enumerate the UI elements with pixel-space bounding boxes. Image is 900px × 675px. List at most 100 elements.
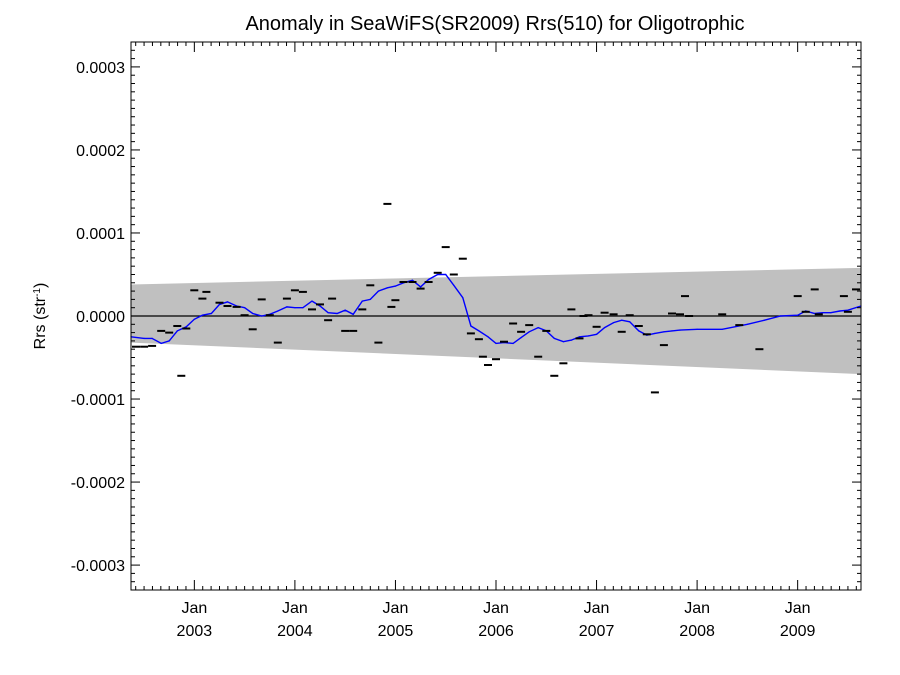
line-point bbox=[160, 342, 162, 344]
line-point bbox=[470, 325, 472, 327]
line-point bbox=[822, 312, 824, 314]
x-tick-month-label: Jan bbox=[181, 600, 207, 617]
confidence-band-layer bbox=[131, 267, 861, 375]
axes-layer: -0.0003 -0.0002 -0.0001 0.0000 0.0001 0.0002 0… bbox=[71, 41, 862, 640]
line-point bbox=[369, 298, 371, 300]
y-axis-label-base: Rrs (str bbox=[32, 296, 49, 349]
line-point bbox=[830, 312, 832, 314]
line-point bbox=[437, 273, 439, 276]
line-point bbox=[218, 303, 221, 305]
line-point bbox=[336, 312, 338, 315]
line-point bbox=[143, 337, 145, 339]
x-tick-year-label: 2007 bbox=[579, 623, 615, 640]
x-tick-year-label: 2006 bbox=[478, 623, 514, 640]
line-point bbox=[570, 339, 573, 341]
x-tick-month-label: Jan bbox=[282, 600, 308, 617]
line-point bbox=[587, 335, 590, 337]
line-point bbox=[679, 329, 681, 331]
line-point bbox=[495, 342, 497, 344]
y-tick-label: 0.0003 bbox=[76, 60, 125, 77]
line-point bbox=[654, 332, 656, 334]
line-point bbox=[621, 319, 623, 321]
line-point bbox=[746, 323, 749, 325]
line-point bbox=[420, 286, 422, 288]
line-point bbox=[780, 315, 782, 317]
line-point bbox=[528, 331, 530, 333]
line-point bbox=[428, 278, 430, 281]
line-point bbox=[553, 337, 555, 339]
x-tick-year-label: 2004 bbox=[277, 623, 313, 640]
line-point bbox=[327, 312, 329, 314]
x-tick-year-label: 2009 bbox=[780, 623, 816, 640]
x-tick-month-label: Jan bbox=[483, 600, 509, 617]
line-point bbox=[361, 300, 363, 302]
line-point bbox=[352, 313, 354, 315]
line-point bbox=[797, 314, 799, 316]
line-point bbox=[377, 290, 379, 292]
line-point bbox=[613, 322, 615, 324]
x-tick-month-label: Jan bbox=[584, 600, 610, 617]
line-point bbox=[286, 306, 288, 308]
line-point bbox=[445, 273, 447, 276]
line-point bbox=[193, 318, 195, 320]
line-point bbox=[671, 330, 673, 332]
line-point bbox=[319, 305, 321, 307]
x-tick-year-label: 2003 bbox=[177, 623, 213, 640]
line-point bbox=[386, 287, 388, 289]
line-point bbox=[201, 314, 203, 316]
line-point bbox=[638, 330, 640, 332]
line-point bbox=[629, 321, 631, 323]
line-point bbox=[663, 331, 665, 333]
chart-title: Anomaly in SeaWiFS(SR2009) Rrs(510) for … bbox=[245, 13, 744, 35]
line-point bbox=[311, 300, 313, 302]
confidence-band bbox=[131, 267, 861, 375]
y-axis-label: Rrs (str-1) bbox=[32, 283, 50, 350]
line-point bbox=[168, 340, 170, 342]
line-point bbox=[839, 310, 841, 312]
line-point bbox=[261, 315, 263, 317]
y-tick-label: -0.0001 bbox=[71, 392, 125, 409]
line-point bbox=[252, 312, 254, 315]
line-point bbox=[344, 309, 346, 311]
line-point bbox=[302, 307, 304, 309]
x-tick-month-label: Jan bbox=[785, 600, 811, 617]
line-point bbox=[411, 279, 414, 281]
line-point bbox=[151, 337, 153, 339]
line-point bbox=[696, 328, 698, 330]
line-point bbox=[562, 341, 565, 343]
y-tick-label: 0.0002 bbox=[76, 143, 125, 160]
line-point bbox=[721, 328, 723, 330]
line-point bbox=[462, 297, 464, 299]
monthly-marker-layer bbox=[132, 202, 860, 394]
line-point bbox=[847, 309, 849, 311]
line-point bbox=[277, 310, 279, 312]
x-tick-month-label: Jan bbox=[684, 600, 710, 617]
x-tick-year-label: 2008 bbox=[679, 623, 715, 640]
line-point bbox=[604, 327, 606, 329]
y-tick-label: -0.0003 bbox=[71, 558, 125, 575]
y-tick-label: -0.0002 bbox=[71, 475, 125, 492]
line-point bbox=[226, 301, 229, 303]
line-point bbox=[578, 336, 581, 338]
line-point bbox=[294, 307, 296, 309]
y-tick-label: 0.0000 bbox=[76, 309, 125, 326]
line-point bbox=[453, 284, 455, 286]
y-axis-label-sup: -1 bbox=[32, 288, 43, 297]
line-point bbox=[394, 285, 396, 287]
y-tick-label: 0.0001 bbox=[76, 226, 125, 243]
x-tick-year-label: 2005 bbox=[378, 623, 414, 640]
y-axis-label-close: ) bbox=[32, 283, 49, 288]
line-point bbox=[478, 330, 480, 332]
line-point bbox=[537, 327, 539, 329]
line-point bbox=[596, 333, 598, 335]
line-point bbox=[244, 307, 246, 309]
line-point bbox=[520, 337, 522, 339]
line-point bbox=[512, 342, 514, 344]
line-point bbox=[210, 312, 212, 315]
x-tick-month-label: Jan bbox=[383, 600, 409, 617]
line-point bbox=[763, 319, 766, 321]
line-point bbox=[185, 326, 187, 328]
line-point bbox=[487, 336, 489, 338]
line-point bbox=[176, 330, 178, 332]
